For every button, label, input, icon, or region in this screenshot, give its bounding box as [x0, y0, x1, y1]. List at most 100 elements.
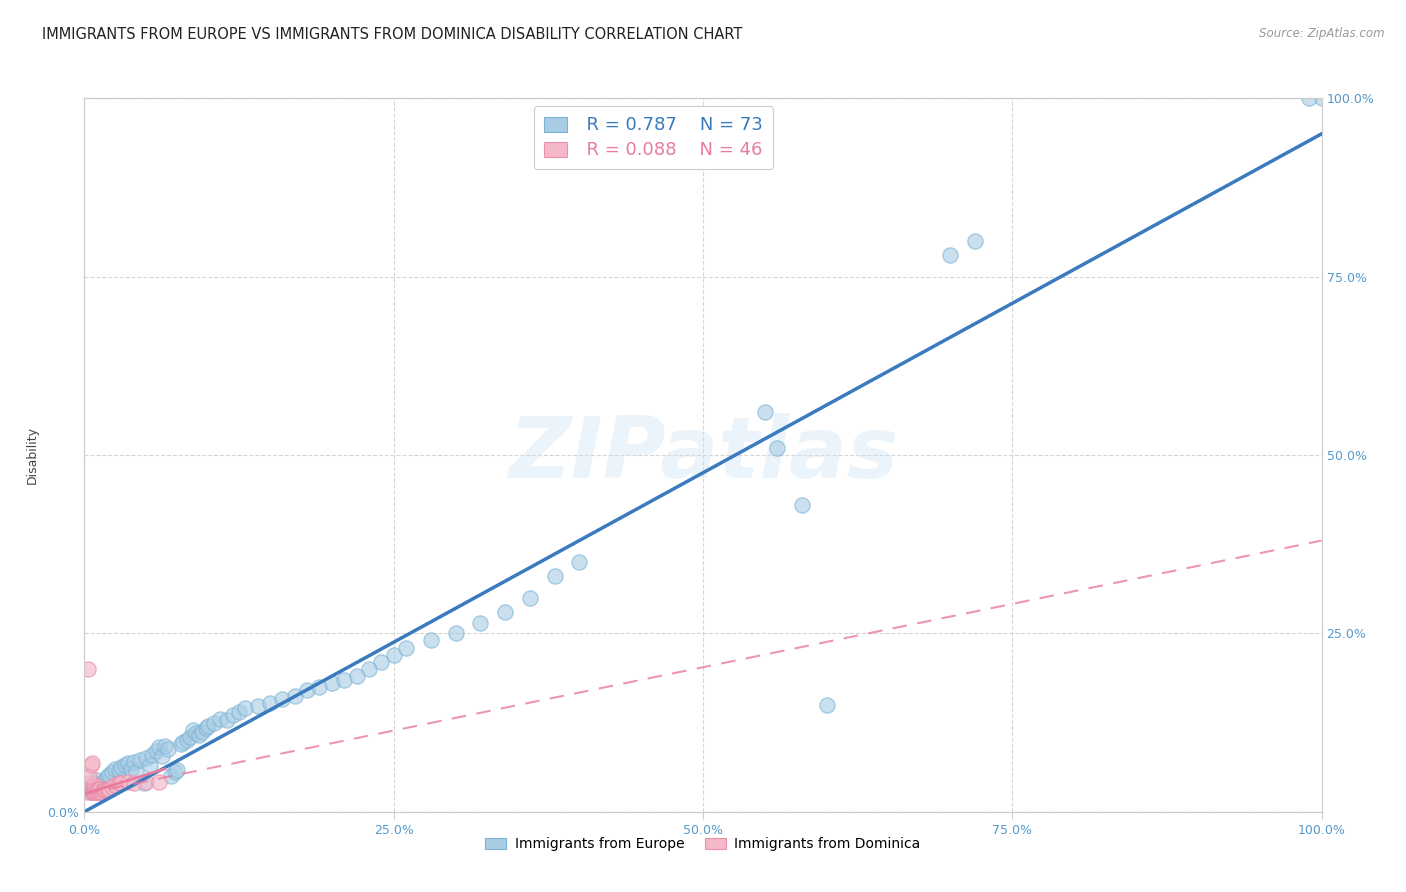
Legend: Immigrants from Europe, Immigrants from Dominica: Immigrants from Europe, Immigrants from …	[478, 830, 928, 858]
Point	[939, 248, 962, 262]
Point	[83, 779, 105, 793]
Point	[163, 765, 186, 780]
Point	[104, 762, 127, 776]
Point	[370, 655, 392, 669]
Point	[96, 771, 118, 785]
Point	[470, 615, 492, 630]
Point	[228, 705, 250, 719]
Point	[86, 785, 108, 799]
Point	[87, 785, 110, 799]
Point	[86, 779, 108, 793]
Point	[108, 764, 131, 778]
Text: ZIPatlas: ZIPatlas	[508, 413, 898, 497]
Point	[80, 781, 103, 796]
Point	[117, 756, 139, 771]
Point	[494, 605, 516, 619]
Point	[308, 680, 330, 694]
Point	[98, 767, 121, 781]
Point	[82, 781, 104, 796]
Point	[98, 781, 121, 796]
Point	[271, 692, 294, 706]
Point	[815, 698, 838, 712]
Point	[150, 749, 173, 764]
Point	[153, 739, 176, 753]
Point	[89, 781, 111, 796]
Point	[246, 699, 269, 714]
Point	[135, 774, 157, 789]
Point	[110, 760, 132, 774]
Point	[754, 405, 776, 419]
Point	[110, 776, 132, 790]
Point	[766, 441, 789, 455]
Point	[86, 772, 108, 787]
Point	[93, 783, 115, 797]
Point	[1298, 91, 1320, 105]
Point	[179, 730, 201, 744]
Point	[222, 708, 245, 723]
Point	[83, 781, 105, 796]
Text: IMMIGRANTS FROM EUROPE VS IMMIGRANTS FROM DOMINICA DISABILITY CORRELATION CHART: IMMIGRANTS FROM EUROPE VS IMMIGRANTS FRO…	[42, 27, 742, 42]
Point	[129, 753, 152, 767]
Point	[141, 747, 163, 762]
Point	[125, 765, 148, 780]
Point	[122, 776, 145, 790]
Point	[89, 785, 111, 799]
Point	[82, 779, 104, 793]
Point	[382, 648, 405, 662]
Point	[295, 683, 318, 698]
Point	[197, 719, 219, 733]
Point	[346, 669, 368, 683]
Point	[87, 781, 110, 796]
Point	[321, 676, 343, 690]
Point	[94, 783, 117, 797]
Point	[97, 783, 120, 797]
Point	[568, 555, 591, 569]
Point	[120, 762, 142, 776]
Point	[79, 785, 101, 799]
Point	[77, 662, 100, 676]
Point	[76, 785, 98, 799]
Point	[135, 751, 157, 765]
Point	[79, 769, 101, 783]
Point	[284, 689, 307, 703]
Point	[790, 498, 813, 512]
Point	[148, 774, 170, 789]
Point	[84, 785, 107, 799]
Point	[79, 758, 101, 772]
Point	[148, 740, 170, 755]
Point	[233, 701, 256, 715]
Point	[80, 779, 103, 793]
Point	[83, 785, 105, 799]
Point	[80, 785, 103, 799]
Point	[139, 758, 162, 772]
Point	[215, 714, 238, 728]
Point	[543, 569, 565, 583]
Point	[91, 774, 114, 789]
Point	[104, 778, 127, 792]
Point	[259, 696, 281, 710]
Point	[91, 783, 114, 797]
Point	[86, 781, 108, 796]
Text: Source: ZipAtlas.com: Source: ZipAtlas.com	[1260, 27, 1385, 40]
Y-axis label: Disability: Disability	[27, 425, 39, 484]
Point	[172, 735, 194, 749]
Point	[100, 765, 122, 780]
Point	[132, 776, 155, 790]
Point	[89, 778, 111, 792]
Point	[519, 591, 541, 605]
Point	[84, 779, 107, 793]
Point	[114, 758, 136, 772]
Point	[79, 780, 101, 794]
Point	[357, 662, 380, 676]
Point	[181, 723, 204, 737]
Point	[209, 712, 232, 726]
Point	[82, 785, 104, 799]
Point	[444, 626, 467, 640]
Point	[176, 733, 198, 747]
Point	[157, 742, 180, 756]
Point	[79, 779, 101, 793]
Point	[89, 785, 111, 799]
Point	[96, 783, 118, 797]
Point	[965, 234, 987, 248]
Point	[333, 673, 356, 687]
